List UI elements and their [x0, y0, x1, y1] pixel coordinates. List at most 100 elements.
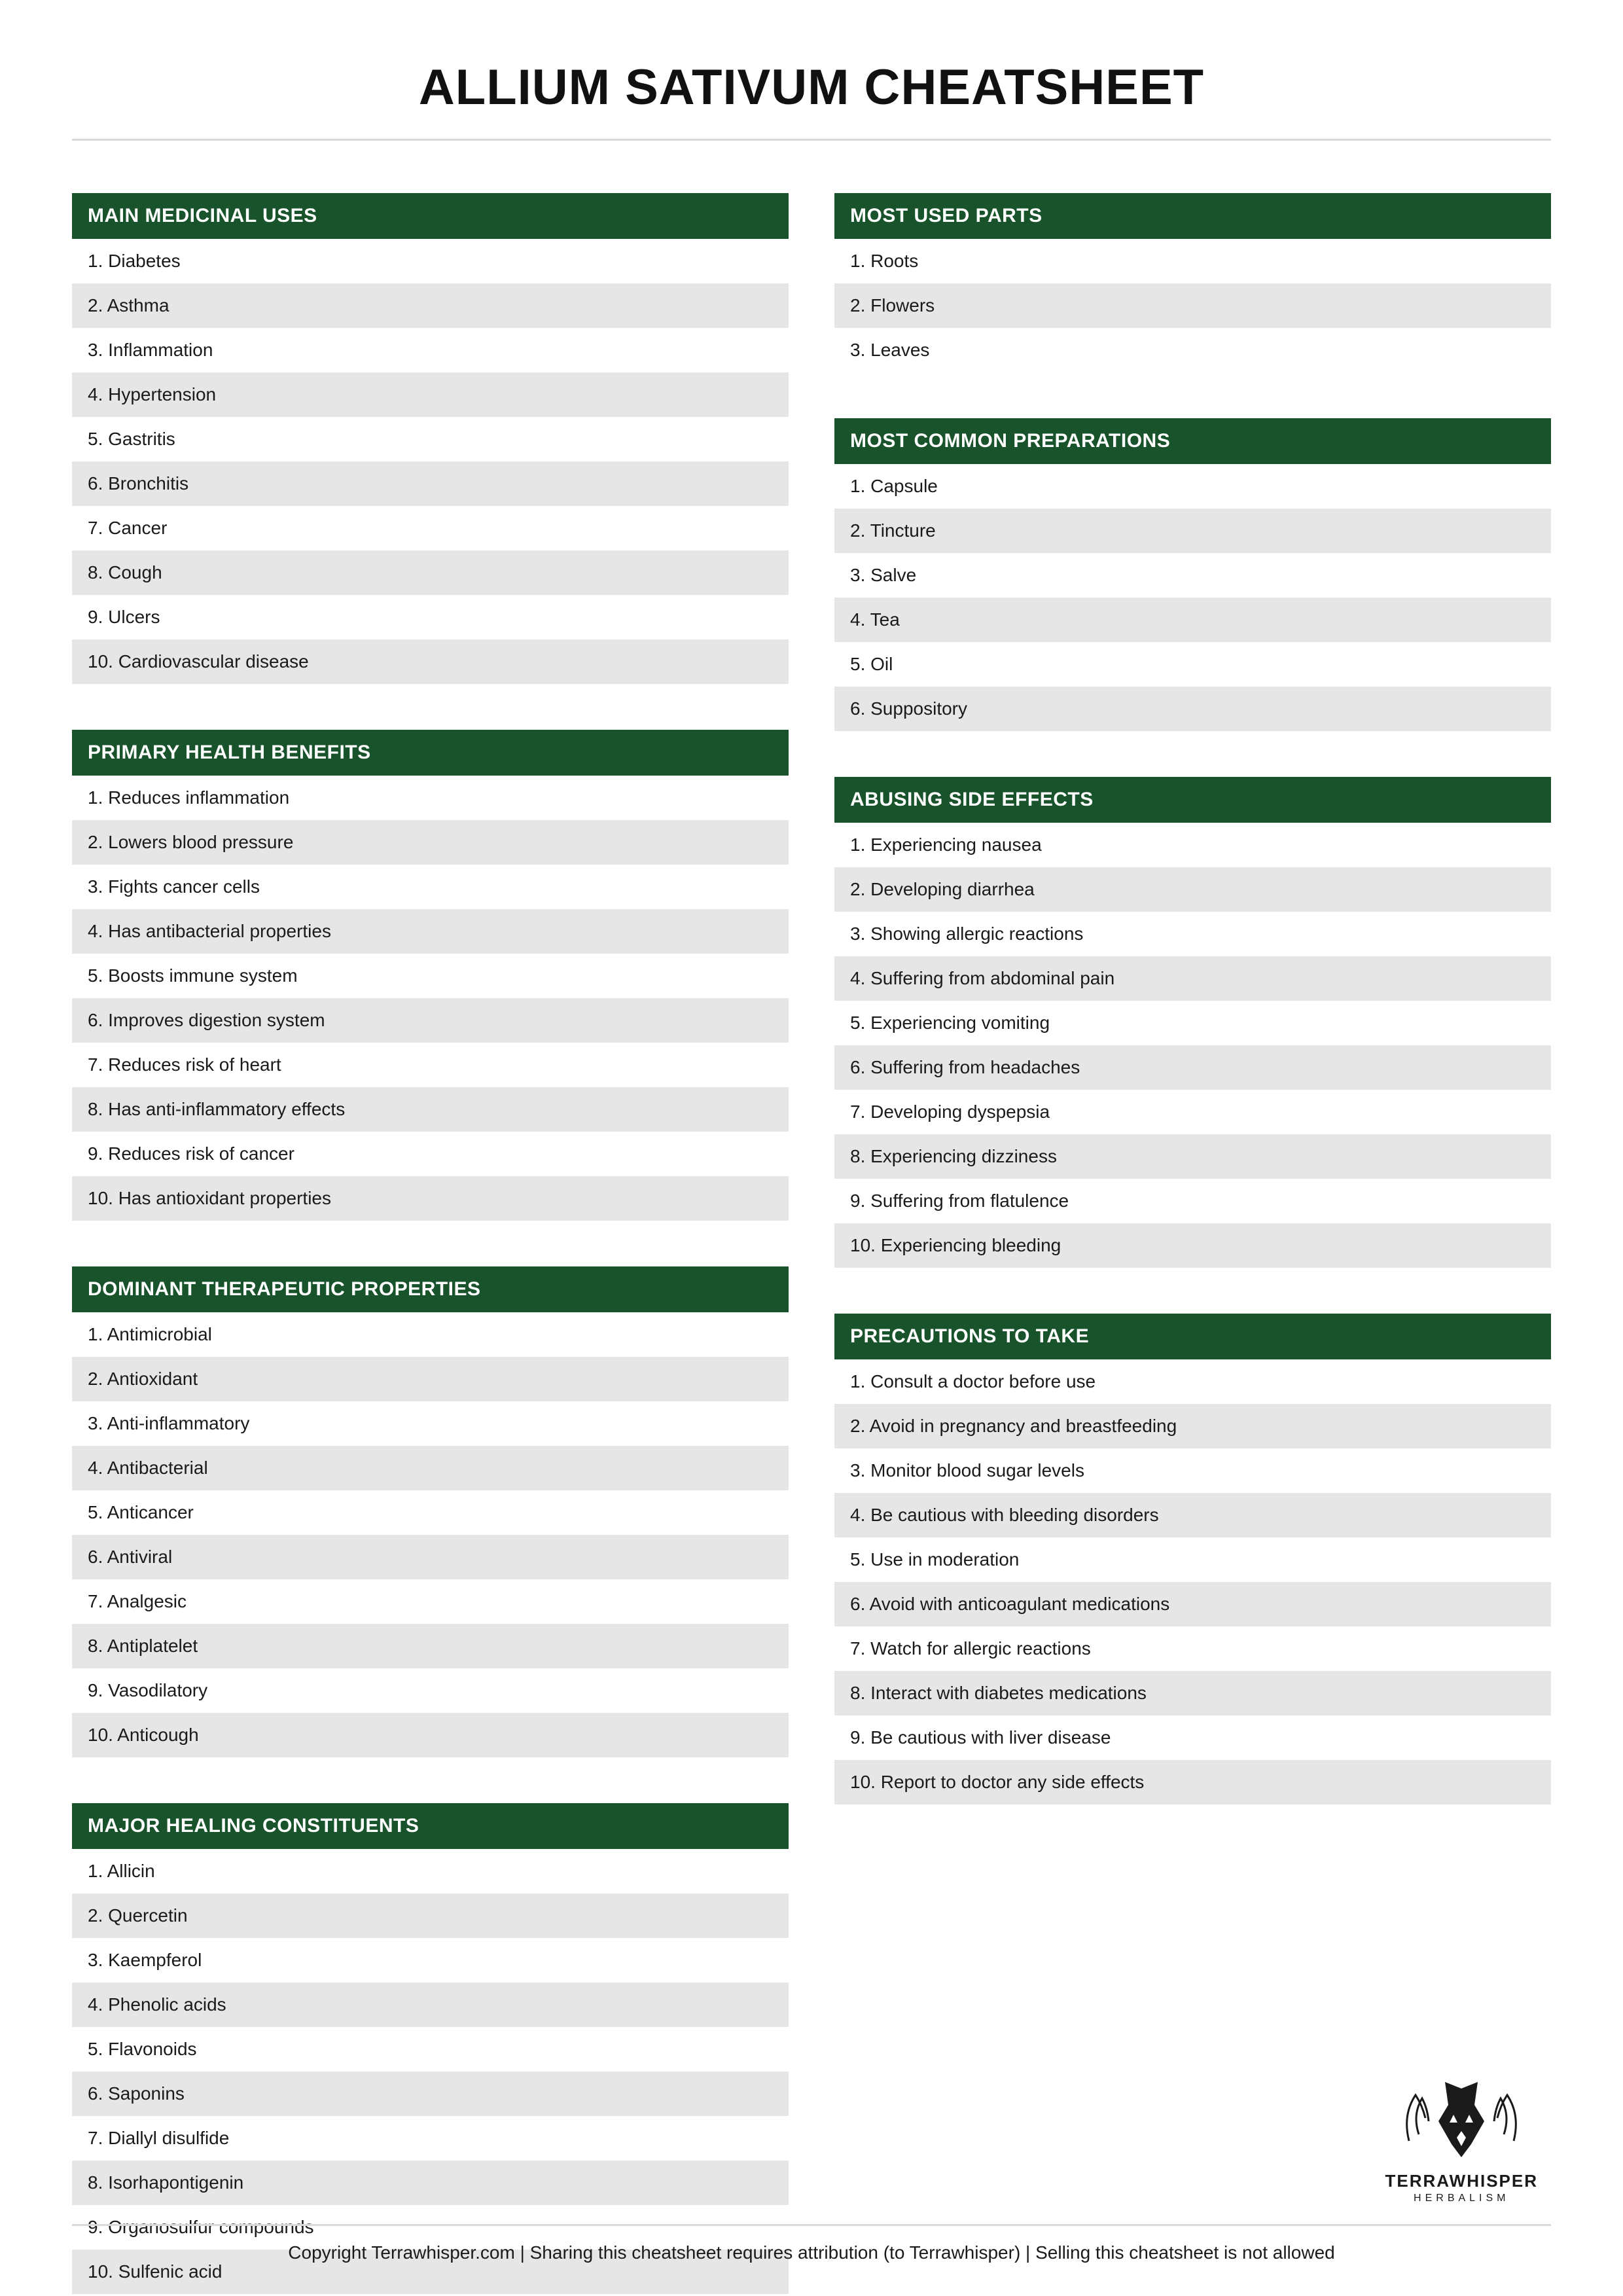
section: ABUSING SIDE EFFECTS1. Experiencing naus…: [834, 777, 1551, 1268]
footer-text: Copyright Terrawhisper.com | Sharing thi…: [72, 2242, 1551, 2263]
list-item: 2. Asthma: [72, 283, 789, 328]
left-column: MAIN MEDICINAL USES1. Diabetes2. Asthma3…: [72, 193, 789, 2294]
list-item: 10. Report to doctor any side effects: [834, 1760, 1551, 1804]
list-item: 3. Leaves: [834, 328, 1551, 372]
list-item: 4. Has antibacterial properties: [72, 909, 789, 954]
section-list: 1. Consult a doctor before use2. Avoid i…: [834, 1359, 1551, 1804]
list-item: 2. Developing diarrhea: [834, 867, 1551, 912]
list-item: 7. Diallyl disulfide: [72, 2116, 789, 2161]
section-list: 1. Diabetes2. Asthma3. Inflammation4. Hy…: [72, 239, 789, 684]
right-column: MOST USED PARTS1. Roots2. Flowers3. Leav…: [834, 193, 1551, 2294]
section-header: PRIMARY HEALTH BENEFITS: [72, 730, 789, 776]
list-item: 3. Salve: [834, 553, 1551, 598]
list-item: 2. Antioxidant: [72, 1357, 789, 1401]
list-item: 5. Oil: [834, 642, 1551, 687]
list-item: 1. Capsule: [834, 464, 1551, 509]
list-item: 10. Cardiovascular disease: [72, 639, 789, 684]
section: MOST COMMON PREPARATIONS1. Capsule2. Tin…: [834, 418, 1551, 731]
list-item: 4. Antibacterial: [72, 1446, 789, 1490]
section-header: MOST USED PARTS: [834, 193, 1551, 239]
list-item: 3. Showing allergic reactions: [834, 912, 1551, 956]
section: PRIMARY HEALTH BENEFITS1. Reduces inflam…: [72, 730, 789, 1221]
list-item: 5. Use in moderation: [834, 1537, 1551, 1582]
list-item: 4. Phenolic acids: [72, 1982, 789, 2027]
section-header: MAIN MEDICINAL USES: [72, 193, 789, 239]
list-item: 9. Be cautious with liver disease: [834, 1715, 1551, 1760]
list-item: 5. Boosts immune system: [72, 954, 789, 998]
list-item: 2. Lowers blood pressure: [72, 820, 789, 865]
page-title: ALLIUM SATIVUM CHEATSHEET: [72, 59, 1551, 139]
list-item: 1. Antimicrobial: [72, 1312, 789, 1357]
section-header: MOST COMMON PREPARATIONS: [834, 418, 1551, 464]
list-item: 7. Developing dyspepsia: [834, 1090, 1551, 1134]
brand-sub: HERBALISM: [1385, 2193, 1538, 2204]
section-list: 1. Roots2. Flowers3. Leaves: [834, 239, 1551, 372]
list-item: 6. Antiviral: [72, 1535, 789, 1579]
list-item: 3. Inflammation: [72, 328, 789, 372]
list-item: 5. Anticancer: [72, 1490, 789, 1535]
list-item: 1. Allicin: [72, 1849, 789, 1893]
section: DOMINANT THERAPEUTIC PROPERTIES1. Antimi…: [72, 1266, 789, 1757]
brand-name: TERRAWHISPER: [1385, 2171, 1538, 2191]
list-item: 9. Reduces risk of cancer: [72, 1132, 789, 1176]
list-item: 8. Interact with diabetes medications: [834, 1671, 1551, 1715]
list-item: 4. Tea: [834, 598, 1551, 642]
list-item: 1. Experiencing nausea: [834, 823, 1551, 867]
section-list: 1. Antimicrobial2. Antioxidant3. Anti-in…: [72, 1312, 789, 1757]
list-item: 8. Experiencing dizziness: [834, 1134, 1551, 1179]
list-item: 3. Kaempferol: [72, 1938, 789, 1982]
list-item: 10. Anticough: [72, 1713, 789, 1757]
list-item: 2. Flowers: [834, 283, 1551, 328]
columns: MAIN MEDICINAL USES1. Diabetes2. Asthma3…: [72, 193, 1551, 2294]
list-item: 3. Anti-inflammatory: [72, 1401, 789, 1446]
list-item: 3. Monitor blood sugar levels: [834, 1448, 1551, 1493]
list-item: 1. Reduces inflammation: [72, 776, 789, 820]
list-item: 6. Bronchitis: [72, 461, 789, 506]
section-header: DOMINANT THERAPEUTIC PROPERTIES: [72, 1266, 789, 1312]
list-item: 6. Suffering from headaches: [834, 1045, 1551, 1090]
list-item: 10. Experiencing bleeding: [834, 1223, 1551, 1268]
list-item: 2. Quercetin: [72, 1893, 789, 1938]
footer: Copyright Terrawhisper.com | Sharing thi…: [72, 2224, 1551, 2263]
brand-logo: TERRAWHISPER HERBALISM: [1385, 2069, 1538, 2204]
list-item: 6. Saponins: [72, 2072, 789, 2116]
list-item: 1. Consult a doctor before use: [834, 1359, 1551, 1404]
section: MAJOR HEALING CONSTITUENTS1. Allicin2. Q…: [72, 1803, 789, 2294]
list-item: 1. Roots: [834, 239, 1551, 283]
divider-top: [72, 139, 1551, 141]
list-item: 10. Has antioxidant properties: [72, 1176, 789, 1221]
section: PRECAUTIONS TO TAKE1. Consult a doctor b…: [834, 1314, 1551, 1804]
list-item: 6. Avoid with anticoagulant medications: [834, 1582, 1551, 1626]
section: MOST USED PARTS1. Roots2. Flowers3. Leav…: [834, 193, 1551, 372]
list-item: 5. Flavonoids: [72, 2027, 789, 2072]
list-item: 7. Reduces risk of heart: [72, 1043, 789, 1087]
section-header: ABUSING SIDE EFFECTS: [834, 777, 1551, 823]
list-item: 7. Analgesic: [72, 1579, 789, 1624]
list-item: 4. Hypertension: [72, 372, 789, 417]
list-item: 6. Improves digestion system: [72, 998, 789, 1043]
list-item: 8. Cough: [72, 550, 789, 595]
list-item: 3. Fights cancer cells: [72, 865, 789, 909]
section: MAIN MEDICINAL USES1. Diabetes2. Asthma3…: [72, 193, 789, 684]
section-list: 1. Reduces inflammation2. Lowers blood p…: [72, 776, 789, 1221]
section-list: 1. Experiencing nausea2. Developing diar…: [834, 823, 1551, 1268]
list-item: 9. Suffering from flatulence: [834, 1179, 1551, 1223]
section-header: MAJOR HEALING CONSTITUENTS: [72, 1803, 789, 1849]
list-item: 8. Isorhapontigenin: [72, 2161, 789, 2205]
list-item: 2. Tincture: [834, 509, 1551, 553]
section-header: PRECAUTIONS TO TAKE: [834, 1314, 1551, 1359]
list-item: 9. Ulcers: [72, 595, 789, 639]
list-item: 1. Diabetes: [72, 239, 789, 283]
wolf-logo-icon: [1389, 2069, 1533, 2167]
list-item: 4. Be cautious with bleeding disorders: [834, 1493, 1551, 1537]
list-item: 7. Cancer: [72, 506, 789, 550]
section-list: 1. Capsule2. Tincture3. Salve4. Tea5. Oi…: [834, 464, 1551, 731]
list-item: 9. Vasodilatory: [72, 1668, 789, 1713]
list-item: 6. Suppository: [834, 687, 1551, 731]
list-item: 2. Avoid in pregnancy and breastfeeding: [834, 1404, 1551, 1448]
list-item: 4. Suffering from abdominal pain: [834, 956, 1551, 1001]
list-item: 5. Gastritis: [72, 417, 789, 461]
divider-bottom: [72, 2224, 1551, 2226]
list-item: 8. Antiplatelet: [72, 1624, 789, 1668]
list-item: 7. Watch for allergic reactions: [834, 1626, 1551, 1671]
